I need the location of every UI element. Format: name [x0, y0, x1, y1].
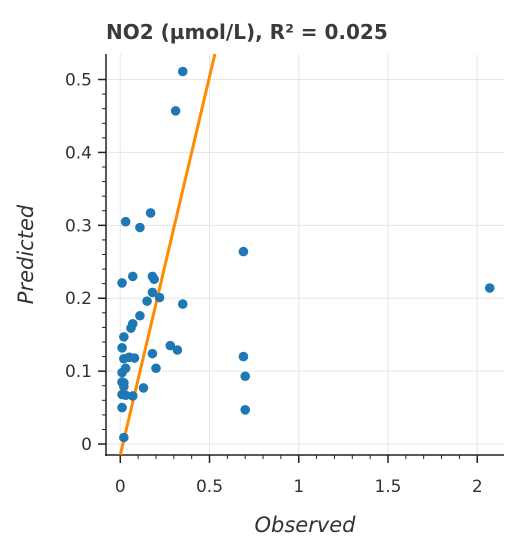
- x-tick-label: 2: [472, 477, 483, 497]
- scatter-point: [147, 348, 158, 359]
- scatter-point: [240, 371, 251, 382]
- scatter-point: [127, 391, 138, 401]
- scatter-point: [120, 216, 131, 227]
- x-axis-label: Observed: [254, 513, 356, 537]
- scatter-point: [117, 278, 127, 288]
- scatter-point: [138, 383, 149, 393]
- scatter-point: [165, 340, 176, 351]
- scatter-point: [135, 222, 145, 233]
- scatter-point: [238, 246, 249, 257]
- y-tick-label: 0.2: [65, 289, 92, 309]
- scatter-point: [135, 310, 145, 321]
- scatter-point: [119, 332, 129, 342]
- axes: [105, 54, 504, 456]
- plot-group: 0 0.1 0.2 0.3 0.4 0.5 0 0.5 1 1.5 2: [65, 53, 504, 497]
- scatter-point: [119, 381, 129, 392]
- scatter-point: [119, 432, 129, 443]
- x-tick-label: 0: [115, 477, 126, 497]
- fit-line: [118, 53, 217, 456]
- scatter-points: [117, 66, 495, 443]
- scatter-point: [484, 283, 495, 293]
- scatter-point: [147, 287, 158, 298]
- scatter-point: [117, 367, 127, 378]
- scatter-point: [126, 323, 136, 333]
- x-tick-label: 1.5: [374, 477, 401, 497]
- grid-lines: [106, 54, 504, 455]
- scatter-point: [129, 353, 140, 363]
- scatter-point: [142, 296, 152, 306]
- scatter-point: [120, 390, 131, 401]
- scatter-point: [145, 208, 156, 218]
- scatter-point: [172, 345, 183, 355]
- y-tick-label: 0.1: [65, 362, 92, 382]
- scatter-point: [117, 343, 127, 353]
- scatter-point: [117, 402, 127, 413]
- axis-ticks: 0 0.1 0.2 0.3 0.4 0.5 0 0.5 1 1.5 2: [65, 71, 483, 497]
- x-tick-label: 1: [293, 477, 304, 497]
- chart-title: NO2 (µmol/L), R² = 0.025: [106, 20, 388, 44]
- scatter-point: [177, 299, 188, 309]
- scatter-point: [151, 363, 161, 374]
- y-tick-label: 0.4: [65, 143, 92, 163]
- scatter-point: [127, 271, 138, 282]
- y-tick-label: 0.3: [65, 216, 92, 236]
- scatter-point: [177, 66, 188, 77]
- y-tick-label: 0: [81, 435, 92, 455]
- x-tick-label: 0.5: [196, 477, 223, 497]
- scatter-point: [238, 351, 249, 362]
- scatter-point: [149, 274, 159, 285]
- scatter-point: [154, 292, 165, 303]
- scatter-point: [240, 404, 251, 415]
- y-tick-label: 0.5: [65, 71, 92, 91]
- scatter-point: [119, 353, 129, 364]
- y-axis-label: Predicted: [14, 204, 38, 304]
- scatter-point: [170, 106, 181, 116]
